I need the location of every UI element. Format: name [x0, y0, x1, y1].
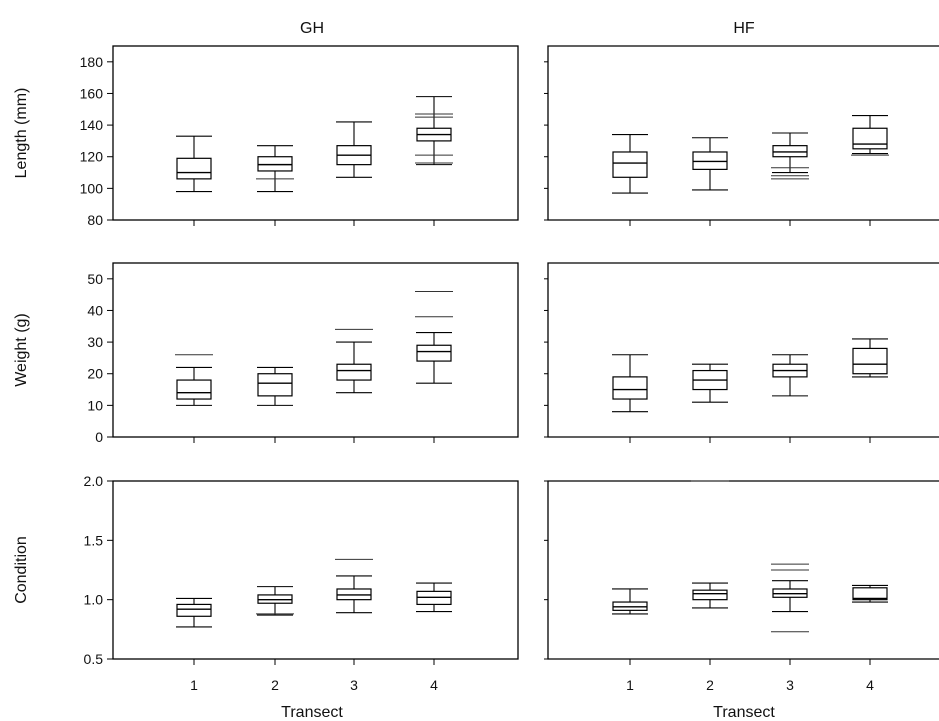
y-tick-label: 1.5	[84, 532, 104, 548]
box-transect-1	[175, 354, 213, 406]
box-transect-3	[335, 558, 373, 614]
x-axis-label-gh: Transect	[281, 704, 343, 721]
iqr-box	[416, 344, 452, 362]
box-transect-2	[691, 480, 729, 609]
y-tick-label: 1.0	[84, 592, 104, 608]
x-tick-label: 2	[706, 677, 714, 693]
iqr-box	[772, 145, 808, 158]
y-tick-label: 40	[87, 302, 103, 318]
y-tick-label: 160	[80, 85, 104, 101]
box-transect-1	[176, 135, 212, 193]
box-transect-2	[256, 586, 294, 616]
box-transect-4	[415, 290, 453, 384]
box-transect-4	[416, 582, 452, 613]
y-tick-label: 100	[80, 180, 104, 196]
x-tick-label: 4	[866, 677, 874, 693]
x-tick-label: 3	[786, 677, 794, 693]
box-transect-2	[692, 363, 728, 403]
y-axis-label: Condition	[13, 536, 30, 604]
iqr-box	[692, 151, 728, 170]
box-transect-2	[257, 366, 293, 406]
box-transect-3	[771, 563, 809, 633]
column-title-hf: HF	[733, 20, 755, 37]
x-axis-label-hf: Transect	[713, 704, 775, 721]
y-tick-label: 80	[87, 212, 103, 228]
iqr-box	[612, 376, 648, 400]
iqr-box	[176, 157, 212, 180]
x-tick-label: 1	[626, 677, 634, 693]
y-tick-label: 2.0	[84, 473, 104, 489]
box-transect-4	[851, 115, 889, 156]
x-tick-label: 1	[190, 677, 198, 693]
box-transect-3	[771, 132, 809, 180]
box-transect-4	[415, 96, 453, 166]
iqr-box	[257, 156, 293, 172]
panel-frame	[112, 480, 519, 660]
panel-frame	[547, 480, 939, 660]
iqr-box	[336, 363, 372, 381]
y-tick-label: 180	[80, 54, 104, 70]
y-axis-label: Length (mm)	[13, 88, 30, 179]
iqr-box	[852, 347, 888, 375]
box-transect-2	[692, 137, 728, 191]
y-tick-label: 140	[80, 117, 104, 133]
box-transect-3	[336, 121, 372, 178]
iqr-box	[176, 603, 212, 617]
y-tick-label: 10	[87, 397, 103, 413]
iqr-box	[852, 127, 888, 150]
panel-hf-condition: 1 2 3 4	[544, 480, 939, 693]
iqr-box	[852, 587, 888, 601]
panel-hf-weight	[544, 262, 939, 443]
panel-frame	[547, 45, 939, 221]
iqr-box	[612, 151, 648, 178]
panels-group: 80 100 120 140 160 180 Length (mm) 0 10 20 30 40 50 W…	[13, 45, 939, 693]
y-tick-label: 0.5	[84, 651, 104, 667]
panel-gh-length: 80 100 120 140 160 180 Length (mm)	[13, 45, 519, 228]
y-tick-label: 50	[87, 271, 103, 287]
y-tick-label: 20	[87, 366, 103, 382]
panel-gh-condition: 0.5 1.0 1.5 2.0 Condition 1 2 3 4	[13, 473, 519, 693]
panel-frame	[112, 262, 519, 438]
box-transect-3	[772, 354, 808, 397]
box-transect-2	[256, 145, 294, 193]
y-tick-label: 30	[87, 334, 103, 350]
box-transect-3	[335, 328, 373, 394]
iqr-box	[257, 373, 293, 397]
y-axis-label: Weight (g)	[13, 313, 30, 387]
box-transect-1	[612, 588, 648, 615]
box-transect-4	[852, 338, 888, 378]
x-tick-label: 3	[350, 677, 358, 693]
box-transect-4	[852, 584, 888, 603]
y-tick-label: 120	[80, 149, 104, 165]
panel-frame	[547, 262, 939, 438]
box-transect-1	[612, 354, 648, 413]
panel-gh-weight: 0 10 20 30 40 50 Weight (g)	[13, 262, 519, 445]
box-transect-1	[612, 134, 648, 194]
iqr-box	[176, 379, 212, 400]
x-tick-label: 4	[430, 677, 438, 693]
iqr-box	[692, 589, 728, 601]
x-tick-label: 2	[271, 677, 279, 693]
y-tick-label: 0	[95, 429, 103, 445]
column-title-gh: GH	[300, 20, 324, 37]
panel-hf-length	[544, 45, 939, 226]
panel-frame	[112, 45, 519, 221]
box-transect-1	[176, 597, 212, 628]
